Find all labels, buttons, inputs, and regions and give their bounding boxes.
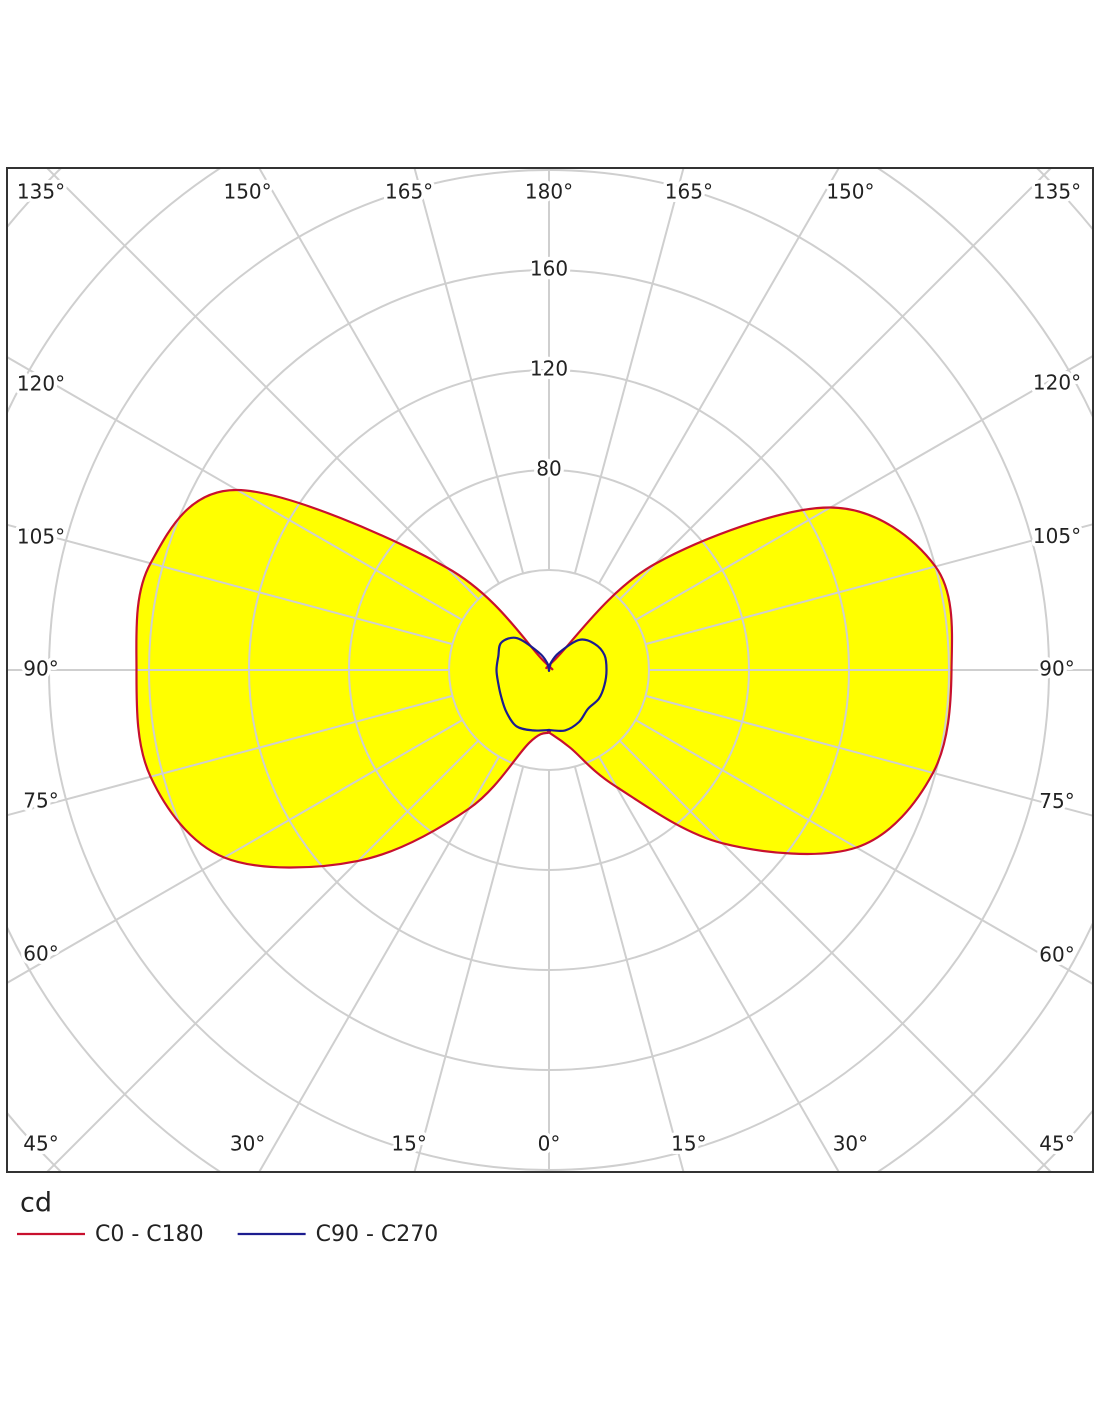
angle-tick-label: 120° xyxy=(17,372,65,396)
grid-spoke xyxy=(258,168,500,584)
angle-tick-label: 75° xyxy=(23,789,58,813)
angle-tick-label: 15° xyxy=(671,1132,706,1156)
r-tick-label: 160 xyxy=(530,257,568,281)
grid-spoke xyxy=(645,694,1093,817)
legend-label: C0 - C180 xyxy=(95,1222,204,1247)
angle-tick-label: 150° xyxy=(826,180,874,204)
grid-spoke xyxy=(7,694,453,817)
angle-tick-label: 75° xyxy=(1039,789,1074,813)
legend-label: C90 - C270 xyxy=(316,1222,439,1247)
grid-spoke xyxy=(45,168,479,600)
grid-spoke xyxy=(413,168,525,574)
grid-spoke xyxy=(413,766,525,1172)
angle-tick-label: 90° xyxy=(1039,657,1074,681)
angle-tick-label: 30° xyxy=(230,1132,265,1156)
r-tick-label: 80 xyxy=(536,457,561,481)
legend: C0 - C180 C90 - C270 xyxy=(17,1222,438,1247)
grid-spoke xyxy=(7,355,463,621)
angle-tick-label: 60° xyxy=(1039,942,1074,966)
angle-tick-label: 135° xyxy=(1033,180,1081,204)
grid-spoke xyxy=(619,168,1053,600)
grid-spoke xyxy=(573,766,685,1172)
grid-spoke xyxy=(635,354,1093,621)
angle-tick-label: 135° xyxy=(17,180,65,204)
label-layer: 80 120 160 0° 15° 15° 30° 30° 45° 45° 60° 60° 75° 75°… xyxy=(13,176,1084,1159)
angle-tick-label: 45° xyxy=(1039,1132,1074,1156)
grid-spoke xyxy=(619,740,1053,1172)
angle-tick-label: 120° xyxy=(1033,371,1081,395)
angle-tick-label: 15° xyxy=(391,1132,426,1156)
plot-frame xyxy=(6,167,1094,1173)
grid-spoke xyxy=(45,740,479,1172)
angle-tick-label: 60° xyxy=(23,941,58,965)
grid-spoke xyxy=(573,168,685,574)
grid-spoke xyxy=(7,719,463,985)
area-fill xyxy=(136,489,952,868)
angle-tick-label: 105° xyxy=(1033,524,1081,548)
angle-tick-label: 30° xyxy=(833,1132,868,1156)
angle-tick-label: 180° xyxy=(525,180,573,204)
r-tick-label: 120 xyxy=(530,357,568,381)
curve-layer xyxy=(135,488,954,869)
grid-spoke xyxy=(635,719,1093,986)
grid-spoke xyxy=(645,523,1093,646)
angle-tick-label: 0° xyxy=(538,1132,561,1156)
angle-tick-label: 45° xyxy=(23,1132,58,1156)
grid-spoke xyxy=(258,756,500,1172)
angle-tick-label: 165° xyxy=(665,180,713,204)
angle-tick-label: 150° xyxy=(223,180,271,204)
grid-spoke xyxy=(598,756,840,1172)
angle-tick-label: 90° xyxy=(23,657,58,681)
grid-spoke xyxy=(7,523,453,646)
grid-spoke xyxy=(598,168,840,584)
fill-layer xyxy=(136,489,952,868)
angle-tick-label: 105° xyxy=(17,524,65,548)
unit-label: cd xyxy=(20,1188,52,1219)
angle-tick-label: 165° xyxy=(385,180,433,204)
intensity-curve xyxy=(495,636,608,732)
